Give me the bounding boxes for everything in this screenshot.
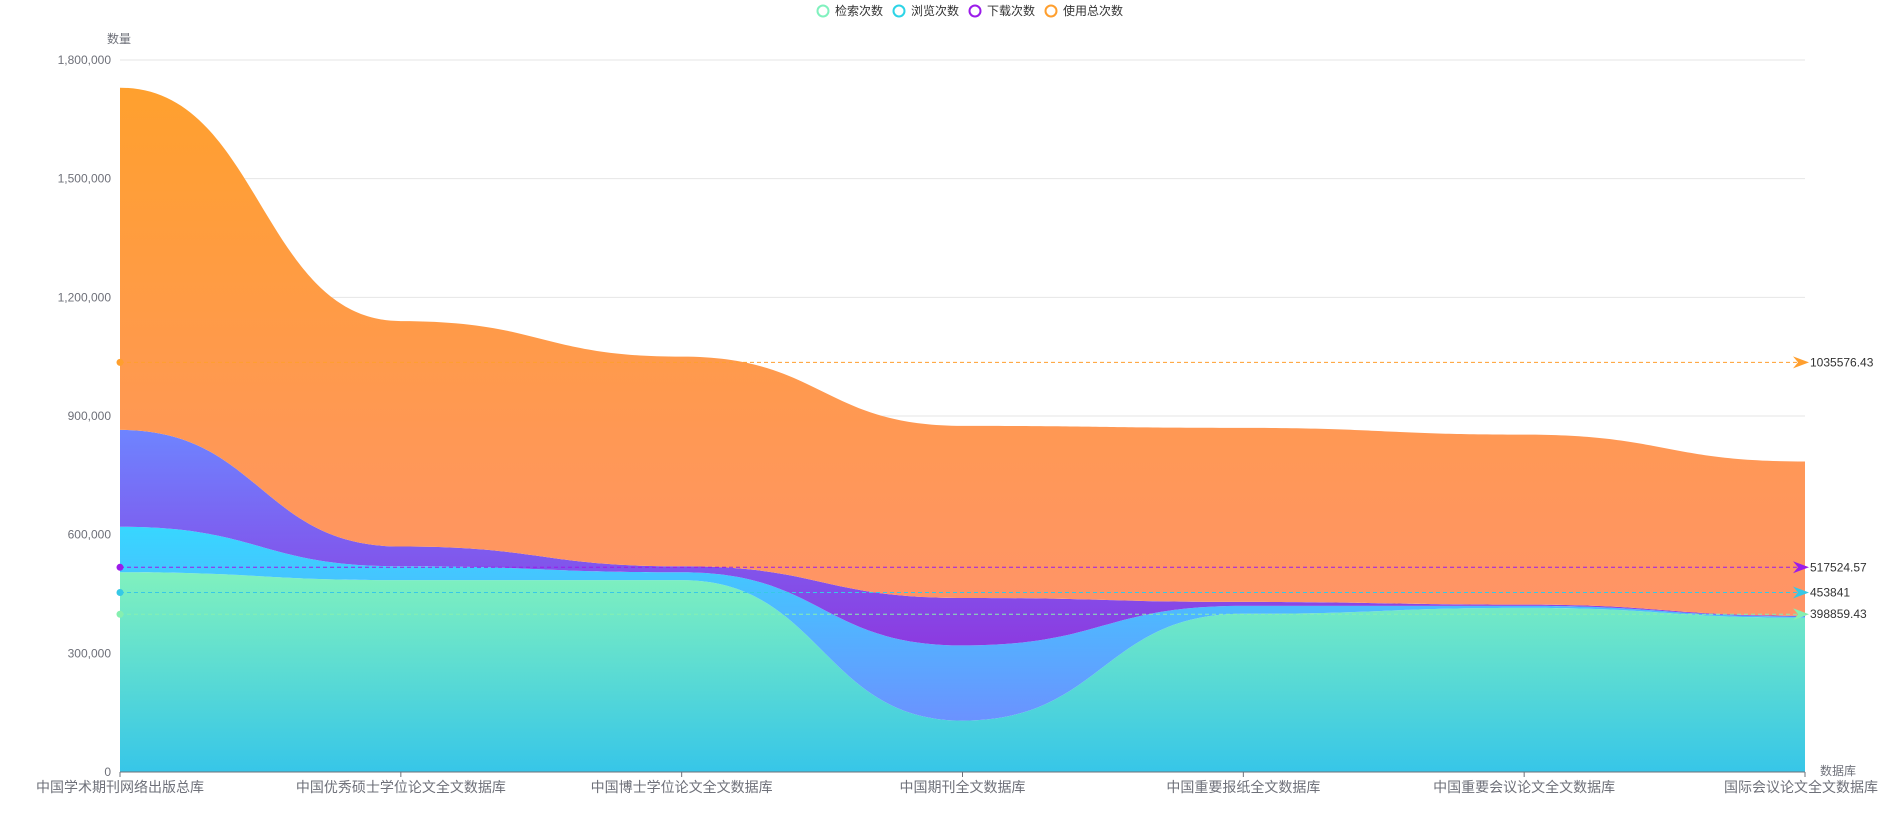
y-tick-label: 1,500,000	[58, 172, 112, 186]
axes: 0 300,000 600,000 900,000 1,200,000 1,500,000…	[36, 53, 1878, 795]
y-tick-label: 600,000	[68, 528, 112, 542]
legend-item[interactable]: 下载次数	[968, 3, 1036, 18]
average-lines: 1035576.43 517524.57 453841 398859.43	[116, 355, 1874, 621]
legend-marker	[968, 4, 982, 18]
legend-label: 使用总次数	[1063, 3, 1123, 18]
x-axis-title: 数据库	[1820, 763, 1856, 778]
legend-item[interactable]: 浏览次数	[892, 3, 960, 18]
series-area[interactable]	[120, 526, 1805, 721]
average-line-label: 453841	[1810, 585, 1850, 599]
legend-label: 浏览次数	[911, 3, 959, 18]
average-line-arrow	[1793, 356, 1809, 369]
y-tick-label: 0	[104, 765, 111, 779]
legend-marker	[816, 4, 830, 18]
y-tick-label: 300,000	[68, 646, 112, 660]
series-areas	[120, 87, 1805, 772]
legend-label: 检索次数	[835, 3, 883, 18]
x-category-label: 中国学术期刊网络出版总库	[36, 779, 204, 795]
legend[interactable]: 检索次数 浏览次数 下载次数 使用总次数	[816, 3, 1124, 18]
x-category-label: 国际会议论文全文数据库	[1724, 779, 1878, 795]
average-line-arrow	[1793, 608, 1809, 621]
legend-item[interactable]: 检索次数	[816, 3, 884, 18]
x-category-label: 中国期刊全文数据库	[900, 779, 1026, 795]
x-category-label: 中国重要报纸全文数据库	[1166, 779, 1320, 795]
y-tick-label: 1,200,000	[58, 290, 112, 304]
legend-item[interactable]: 使用总次数	[1044, 3, 1124, 18]
legend-marker	[1044, 4, 1058, 18]
average-line-label: 1035576.43	[1810, 355, 1874, 369]
series-area[interactable]	[120, 429, 1805, 646]
series-area[interactable]	[120, 572, 1805, 772]
legend-marker	[892, 4, 906, 18]
y-tick-label: 1,800,000	[58, 53, 112, 67]
series-area[interactable]	[120, 87, 1805, 616]
x-category-label: 中国博士学位论文全文数据库	[591, 779, 773, 795]
average-line-arrow	[1793, 561, 1809, 574]
average-line-label: 398859.43	[1810, 607, 1867, 621]
legend-label: 下载次数	[987, 3, 1035, 18]
average-line-label: 517524.57	[1810, 560, 1867, 574]
y-tick-label: 900,000	[68, 409, 112, 423]
x-category-label: 中国重要会议论文全文数据库	[1433, 779, 1615, 795]
y-axis-title: 数量	[107, 31, 131, 46]
average-line-arrow	[1793, 586, 1809, 599]
x-category-label: 中国优秀硕士学位论文全文数据库	[296, 779, 506, 795]
